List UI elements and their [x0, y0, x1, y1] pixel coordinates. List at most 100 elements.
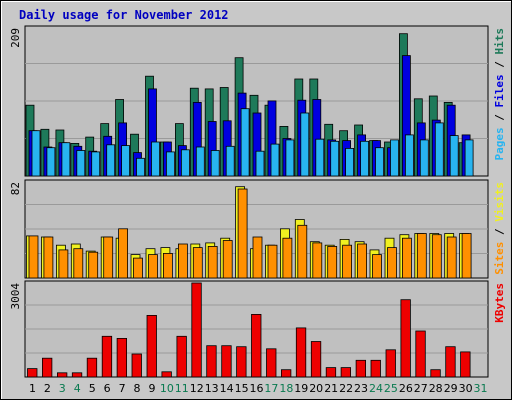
bar-sites-day-10 — [162, 252, 173, 279]
bar-kbytes-day-6 — [101, 335, 113, 378]
bar-pages-day-28 — [434, 122, 444, 177]
day-label: 5 — [89, 382, 96, 395]
day-label: 2 — [44, 382, 51, 395]
bar-pages-day-8 — [136, 157, 145, 177]
day-label: 7 — [119, 382, 126, 395]
bar-pages-day-10 — [165, 151, 175, 177]
bar-sites-day-30 — [461, 233, 472, 279]
bar-sites-day-28 — [431, 234, 442, 279]
day-label: 8 — [134, 382, 141, 395]
bar-sites-day-6 — [103, 236, 114, 279]
bar-kbytes-day-22 — [340, 367, 352, 378]
day-label: 23 — [354, 382, 368, 395]
legend-entry: Pages — [493, 127, 506, 160]
bar-sites-day-12 — [192, 247, 203, 279]
day-label: 22 — [339, 382, 353, 395]
bar-pages-day-12 — [195, 146, 205, 177]
day-label: 29 — [444, 382, 458, 395]
legend-entry: KBytes — [493, 283, 506, 323]
bar-sites-day-29 — [446, 236, 457, 279]
bar-kbytes-day-25 — [385, 349, 396, 378]
legend-entry: / — [493, 55, 506, 75]
bar-kbytes-day-23 — [355, 359, 367, 378]
bar-kbytes-day-20 — [310, 341, 322, 378]
legend-label: KBytes — [493, 283, 506, 323]
bar-pages-day-13 — [210, 150, 220, 177]
bar-sites-day-14 — [222, 240, 233, 279]
bar-kbytes-day-24 — [370, 359, 381, 378]
series-kbytes — [27, 282, 471, 378]
bar-kbytes-day-13 — [206, 345, 217, 378]
day-label: 19 — [294, 382, 308, 395]
legend-entry: Sites — [493, 242, 506, 275]
bar-pages-day-6 — [106, 144, 116, 177]
bar-kbytes-day-3 — [57, 372, 68, 378]
bar-sites-day-2 — [43, 236, 54, 279]
bar-pages-day-16 — [255, 150, 265, 177]
bar-sites-day-27 — [416, 233, 427, 279]
legend-entry: Hits — [493, 28, 506, 55]
legend-entry: Visits — [493, 182, 506, 222]
day-label: 15 — [235, 382, 249, 395]
legend-entry: Files — [493, 74, 506, 107]
bar-kbytes-day-7 — [116, 337, 127, 378]
bar-kbytes-day-21 — [325, 367, 337, 378]
bar-pages-day-5 — [91, 151, 101, 177]
day-label: 9 — [149, 382, 156, 395]
bar-pages-day-11 — [180, 149, 190, 177]
chart-panels: 209 Pages / Files / Hits 82 Sites / Visits 3… — [9, 25, 506, 378]
bar-pages-day-21 — [330, 140, 340, 177]
bar-pages-day-23 — [360, 140, 370, 177]
day-label: 25 — [384, 382, 398, 395]
bar-sites-day-7 — [118, 228, 128, 279]
bar-sites-day-8 — [133, 257, 143, 279]
bar-kbytes-day-19 — [295, 327, 307, 378]
bar-sites-day-17 — [267, 244, 278, 279]
bar-kbytes-day-26 — [400, 299, 411, 378]
y-max-label: 82 — [9, 182, 22, 195]
day-label: 28 — [429, 382, 443, 395]
bar-sites-day-16 — [252, 236, 263, 279]
bar-sites-day-11 — [177, 243, 188, 279]
legend-entry: / — [493, 222, 506, 242]
day-labels: 1 2 3 4 5 6 7 8 9 10 11 12 13 14 15 16 17 18 19 20 21 22 23 24 2… — [29, 382, 488, 395]
legend-entry: / — [493, 108, 506, 128]
day-label: 14 — [220, 382, 234, 395]
bar-sites-day-19 — [297, 224, 308, 279]
day-label: 20 — [309, 382, 323, 395]
bar-kbytes-day-27 — [415, 330, 426, 378]
legend-label: Sites / Visits — [493, 182, 506, 275]
bar-kbytes-day-12 — [191, 282, 202, 378]
bar-pages-day-25 — [390, 139, 399, 177]
day-label: 13 — [205, 382, 219, 395]
bar-sites-day-13 — [207, 245, 218, 279]
bar-pages-day-3 — [61, 142, 71, 177]
series-pages — [31, 108, 474, 177]
day-label: 24 — [369, 382, 383, 395]
bar-pages-day-30 — [464, 139, 474, 177]
bar-kbytes-day-29 — [445, 346, 456, 378]
bar-pages-day-1 — [31, 130, 41, 177]
bar-kbytes-day-8 — [131, 353, 142, 378]
bar-kbytes-day-5 — [86, 357, 98, 378]
y-max-label: 209 — [9, 28, 22, 48]
bar-pages-day-22 — [345, 147, 355, 177]
chart-title: Daily usage for November 2012 — [19, 8, 229, 22]
bar-kbytes-day-18 — [280, 369, 292, 378]
day-label: 16 — [250, 382, 264, 395]
day-label: 1 — [29, 382, 36, 395]
bar-pages-day-29 — [449, 135, 459, 177]
bar-kbytes-day-2 — [42, 357, 53, 378]
bar-kbytes-day-11 — [176, 335, 187, 378]
bar-pages-day-17 — [270, 143, 280, 177]
bar-pages-day-19 — [300, 112, 310, 177]
bar-pages-day-18 — [285, 139, 295, 177]
bar-sites-day-24 — [372, 254, 382, 279]
day-label: 12 — [190, 382, 204, 395]
bar-kbytes-day-4 — [71, 372, 83, 378]
day-label: 3 — [59, 382, 66, 395]
bar-sites-day-9 — [148, 254, 158, 279]
bar-kbytes-day-10 — [161, 371, 172, 378]
bar-sites-day-25 — [387, 247, 397, 279]
